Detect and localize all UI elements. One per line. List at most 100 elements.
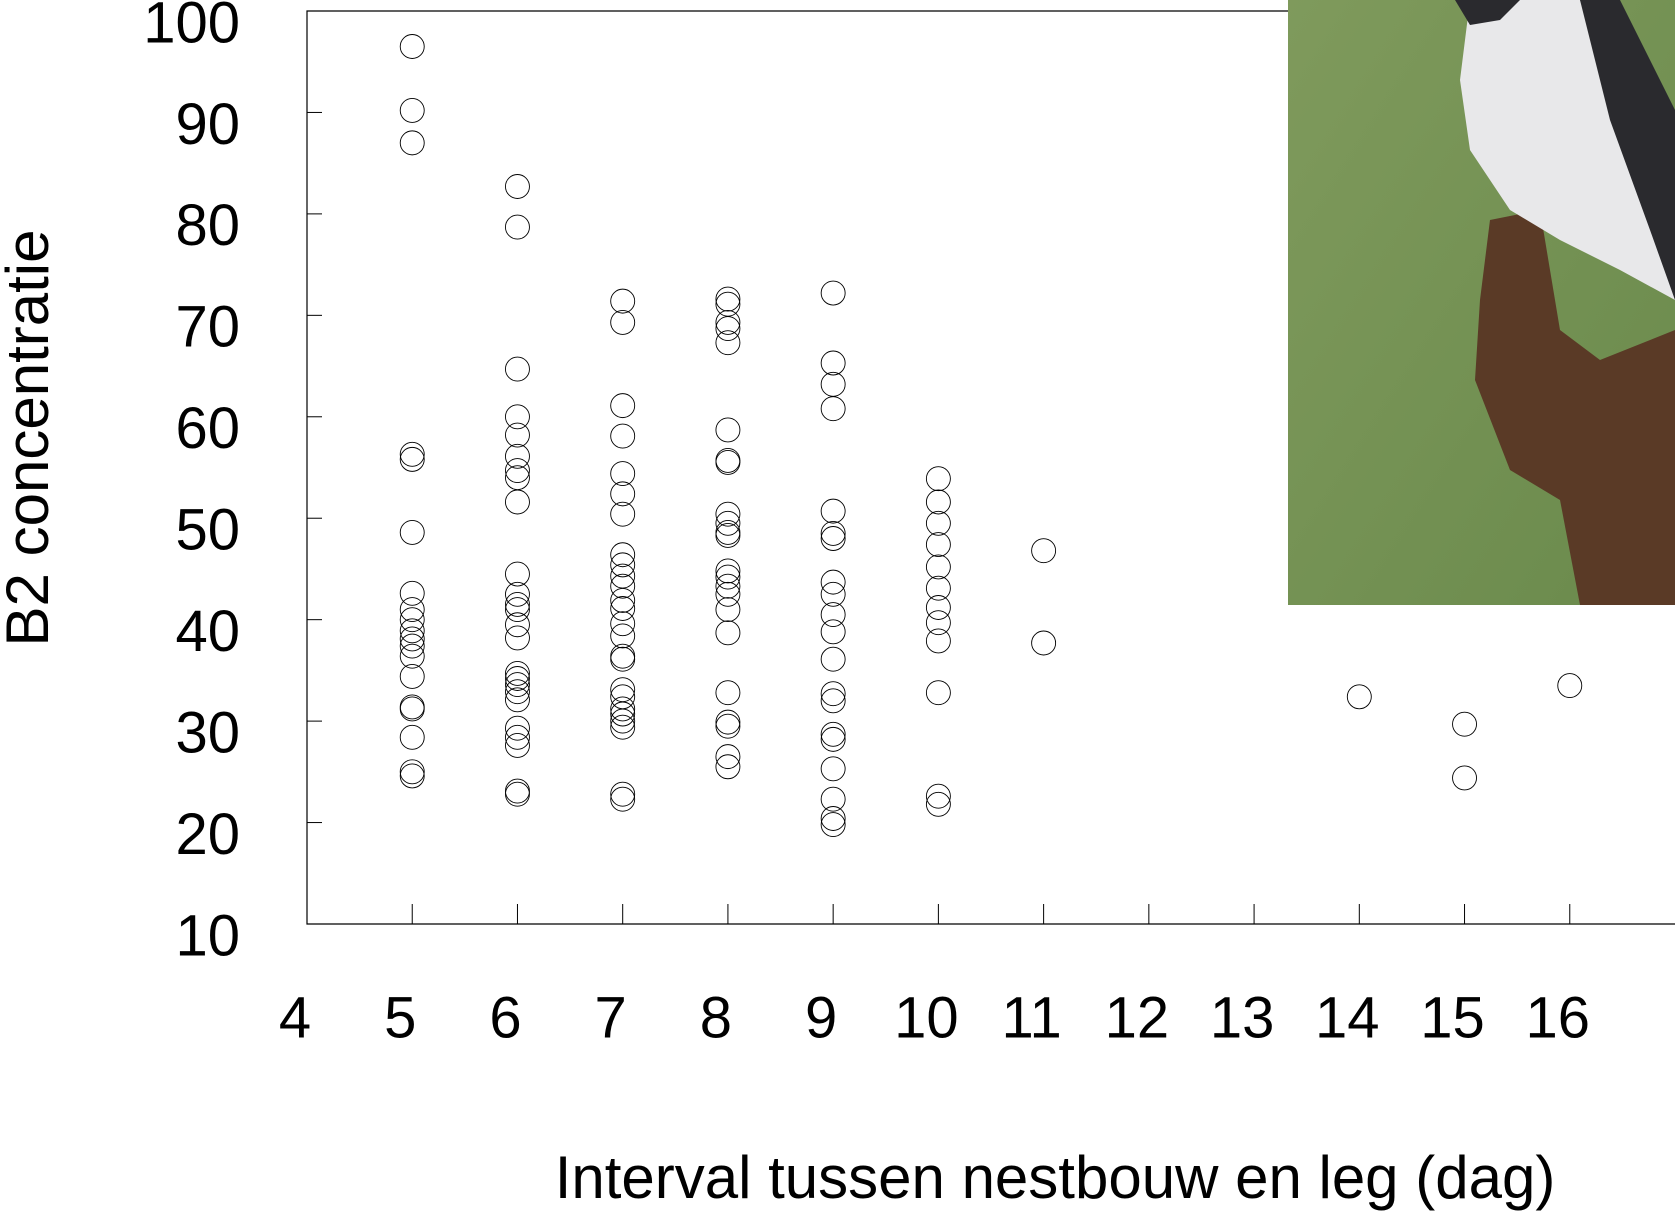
point [505,444,529,468]
point [400,695,424,719]
point [716,418,740,442]
page: Interval tussen nestbouw en leg (dag) B2… [0,0,1675,1216]
point [926,490,950,514]
x-tick-label: 11 [1002,985,1062,1050]
point [716,745,740,769]
x-tick-label: 8 [700,985,732,1050]
point [926,533,950,557]
point [926,611,950,635]
point [400,520,424,544]
point [821,722,845,746]
point [505,174,529,198]
point [926,467,950,491]
x-tick-label: 12 [1105,985,1170,1050]
point [505,490,529,514]
point [400,760,424,784]
point [611,782,635,806]
x-tick-label: 15 [1420,985,1485,1050]
point [716,755,740,779]
point [611,564,635,588]
point [926,511,950,535]
y-axis-title: B2 concentratie [0,230,61,647]
y-tick-label: 70 [175,295,240,360]
point [611,702,635,726]
point [505,466,529,490]
point [716,710,740,734]
point [505,667,529,691]
point [400,581,424,605]
point [821,806,845,830]
point [716,292,740,316]
point [821,813,845,837]
point [716,287,740,311]
point [821,787,845,811]
point [400,697,424,721]
y-tick-label: 60 [175,396,240,461]
point [1032,539,1056,563]
point [821,727,845,751]
point [611,553,635,577]
point [926,595,950,619]
point [821,281,845,305]
point [821,689,845,713]
x-tick-label: 14 [1315,985,1380,1050]
point [505,459,529,483]
point [611,543,635,567]
point [611,310,635,334]
point [505,626,529,650]
y-tick-label: 10 [175,903,240,968]
point [505,673,529,697]
point [400,442,424,466]
point [821,499,845,523]
point [716,714,740,738]
y-tick-label: 30 [175,700,240,765]
point [505,215,529,239]
point [821,647,845,671]
point [611,678,635,702]
y-tick-label: 20 [175,802,240,867]
point [611,647,635,671]
point [505,661,529,685]
y-tick-label: 40 [175,599,240,664]
x-tick-label: 4 [279,985,311,1050]
point [400,725,424,749]
point [611,289,635,313]
point [400,35,424,59]
point [926,555,950,579]
x-tick-label: 9 [805,985,837,1050]
point [1347,685,1371,709]
point [716,448,740,472]
x-tick-label: 6 [489,985,521,1050]
point [716,450,740,474]
point [400,98,424,122]
point [505,782,529,806]
x-tick-label: 16 [1526,985,1591,1050]
x-tick-label: 10 [894,985,959,1050]
point [926,681,950,705]
point [1558,674,1582,698]
point [821,372,845,396]
point [611,394,635,418]
point [716,559,740,583]
y-tick-label: 50 [175,498,240,563]
x-tick-label: 13 [1210,985,1275,1050]
point [505,405,529,429]
y-tick-label: 100 [143,0,240,55]
point [821,527,845,551]
point [821,682,845,706]
bird-photo [1288,0,1675,605]
chart: Interval tussen nestbouw en leg (dag) B2… [0,0,1675,1216]
point [821,351,845,375]
x-tick-label: 5 [384,985,416,1050]
point [400,634,424,658]
point [400,447,424,471]
point [716,621,740,645]
point [821,620,845,644]
point [1453,766,1477,790]
point [505,357,529,381]
point [400,131,424,155]
x-axis-title: Interval tussen nestbouw en leg (dag) [555,1144,1556,1211]
point [716,317,740,341]
point [926,576,950,600]
point [821,521,845,545]
